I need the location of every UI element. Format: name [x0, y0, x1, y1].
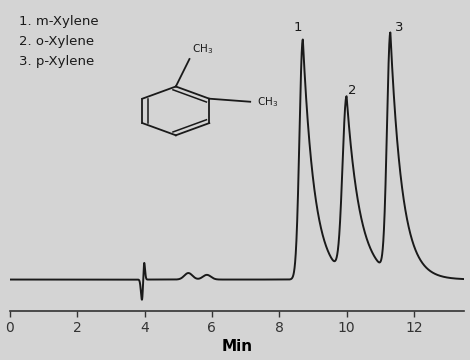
- Text: CH$_3$: CH$_3$: [192, 42, 213, 56]
- Text: 1: 1: [294, 21, 302, 34]
- Text: 1. m-Xylene
2. o-Xylene
3. p-Xylene: 1. m-Xylene 2. o-Xylene 3. p-Xylene: [19, 15, 99, 68]
- Text: 2: 2: [348, 84, 357, 97]
- Text: CH$_3$: CH$_3$: [257, 95, 278, 109]
- X-axis label: Min: Min: [222, 339, 253, 355]
- Text: 3: 3: [394, 21, 403, 34]
